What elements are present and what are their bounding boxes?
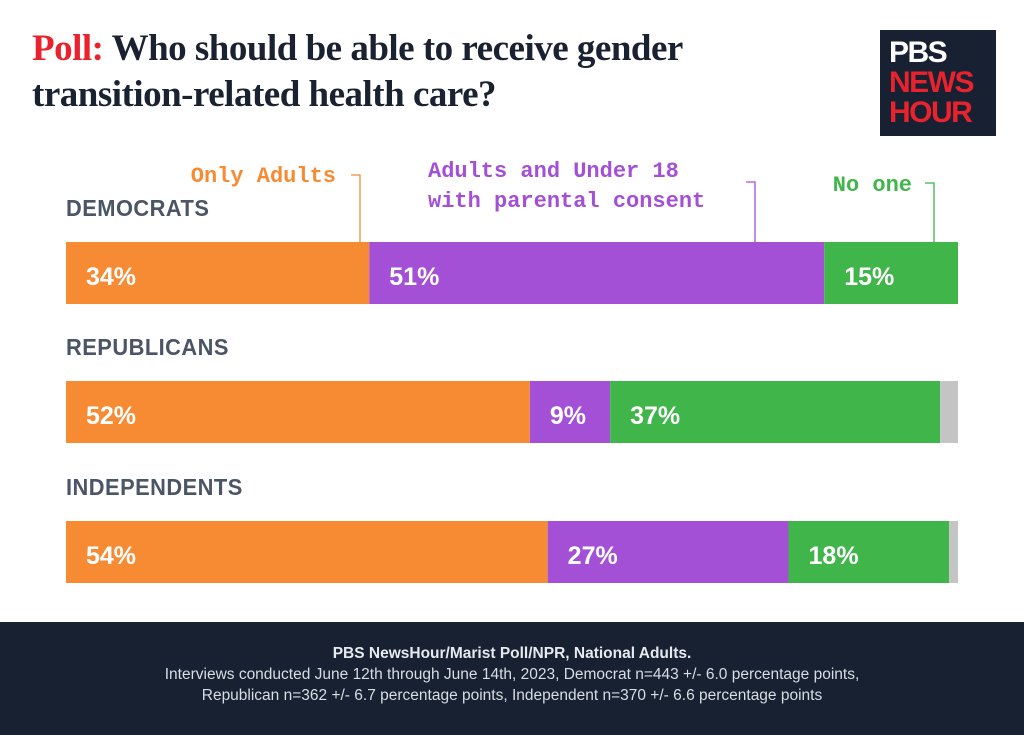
footer: PBS NewsHour/Marist Poll/NPR, National A… (0, 622, 1024, 735)
bar-segment (369, 242, 825, 304)
legend-label: Adults and Under 18 (428, 159, 679, 184)
pbs-newshour-logo: PBS NEWS HOUR (880, 30, 996, 136)
bar-segment (824, 242, 958, 304)
logo-line1: PBS (889, 36, 948, 69)
bar-segment (949, 521, 958, 583)
bar-segment (788, 521, 950, 583)
data-label: 52% (86, 402, 136, 430)
footer-source: PBS NewsHour/Marist Poll/NPR, National A… (332, 645, 692, 662)
legend-leader-line (351, 174, 361, 242)
bar-segment (547, 521, 789, 583)
title-keyword: Poll: (32, 28, 104, 69)
bar-segment (66, 381, 530, 443)
bar-segment (66, 521, 548, 583)
stacked-bar-chart: DEMOCRATS 34% 51% 15% REPUBLICANS 52% 9% 37% IND… (66, 159, 958, 583)
category-label: DEMOCRATS (66, 195, 209, 221)
legend-leader-line (925, 182, 935, 242)
footer-line2: Interviews conducted June 12th through J… (164, 666, 860, 683)
legend-label: Only Adults (191, 164, 336, 189)
data-label: 54% (86, 542, 136, 570)
legend-label: No one (833, 173, 912, 198)
data-label: 27% (568, 542, 618, 570)
data-label: 15% (844, 263, 894, 291)
footer-line3: Republican n=362 +/- 6.7 percentage poin… (201, 687, 823, 704)
title-text: Who should be able to receive gender tra… (32, 28, 683, 115)
chart-title: Poll: Who should be able to receive gend… (32, 26, 832, 118)
bar-segment (610, 381, 941, 443)
bar-segment (66, 242, 370, 304)
legend-label: with parental consent (428, 189, 705, 214)
logo-line2: NEWS (889, 66, 975, 99)
category-label: REPUBLICANS (66, 334, 229, 360)
data-label: 34% (86, 263, 136, 291)
data-label: 51% (389, 263, 439, 291)
logo-line3: HOUR (889, 96, 973, 129)
legend-leader-line (746, 181, 756, 242)
data-label: 18% (809, 542, 859, 570)
data-label: 9% (550, 402, 586, 430)
bar-segment (940, 381, 958, 443)
data-label: 37% (630, 402, 680, 430)
bar-segment (529, 381, 611, 443)
category-label: INDEPENDENTS (66, 474, 243, 500)
